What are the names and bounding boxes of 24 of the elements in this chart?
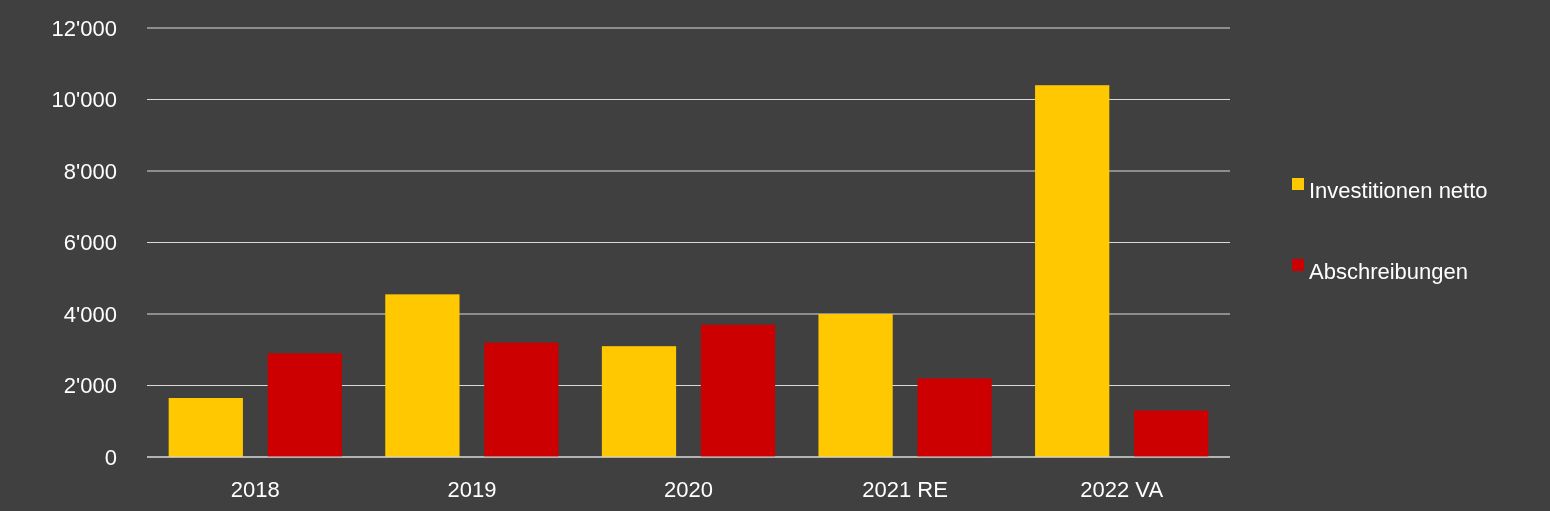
x-tick-label: 2020 — [664, 477, 713, 502]
y-tick-label: 12'000 — [51, 15, 117, 41]
x-tick-label: 2021 RE — [862, 477, 948, 502]
bar — [917, 378, 992, 457]
x-tick-label: 2019 — [447, 477, 497, 502]
bar — [484, 342, 559, 457]
bar — [168, 398, 243, 457]
legend-label: Investitionen netto — [1309, 177, 1488, 203]
bar — [267, 353, 342, 457]
y-tick-label: 10'000 — [51, 87, 117, 113]
bar — [700, 324, 776, 457]
bar — [818, 314, 893, 457]
bar — [1035, 85, 1110, 457]
bar — [1134, 410, 1209, 457]
y-tick-label: 2'000 — [63, 373, 117, 399]
y-tick-label: 6'000 — [63, 230, 117, 256]
y-tick-label: 8'000 — [63, 158, 117, 184]
y-tick-label: 0 — [104, 444, 117, 470]
bar — [601, 346, 677, 457]
legend-label: Abschreibungen — [1309, 258, 1469, 284]
y-tick-label: 4'000 — [63, 301, 117, 327]
x-tick-label: 2022 VA — [1080, 477, 1164, 502]
bar — [385, 294, 460, 457]
x-tick-label: 2018 — [230, 477, 280, 502]
